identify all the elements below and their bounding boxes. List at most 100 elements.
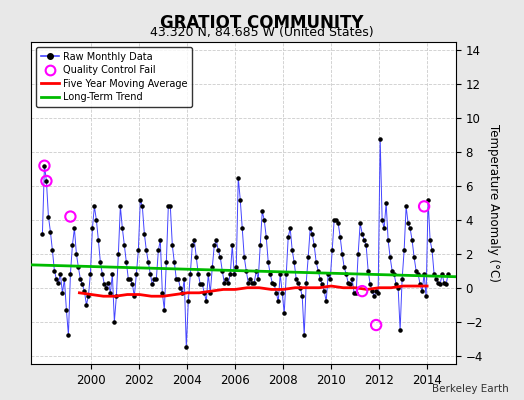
Point [330,217,339,223]
Point [268,280,277,286]
Point [196,281,204,288]
Point [272,290,280,296]
Point [92,217,101,223]
Point [122,259,130,266]
Point [430,271,438,277]
Point [74,264,83,271]
Point [94,237,103,244]
Point [154,247,162,254]
Legend: Raw Monthly Data, Quality Control Fail, Five Year Moving Average, Long-Term Tren: Raw Monthly Data, Quality Control Fail, … [36,47,192,107]
Point [378,217,386,223]
Point [358,230,366,237]
Point [352,290,361,296]
Point [168,242,177,248]
Point [108,271,116,277]
Point [396,327,405,333]
Point [198,281,206,288]
Point [72,251,81,257]
Point [156,237,165,244]
Point [252,268,260,274]
Point [216,254,224,260]
Point [368,288,376,294]
Point [310,242,319,248]
Point [86,271,94,277]
Point [180,276,189,282]
Point [208,264,216,271]
Point [62,306,71,313]
Point [422,293,430,300]
Point [152,276,160,282]
Y-axis label: Temperature Anomaly (°C): Temperature Anomaly (°C) [487,124,500,282]
Point [386,254,395,260]
Point [68,242,77,248]
Point [354,251,363,257]
Point [412,268,420,274]
Point [70,225,79,232]
Point [78,281,86,288]
Point [262,234,270,240]
Point [202,298,211,304]
Point [162,259,170,266]
Point [192,254,201,260]
Point [90,203,99,210]
Point [104,280,113,286]
Point [46,229,54,235]
Point [126,276,135,282]
Point [238,225,246,232]
Point [244,280,253,286]
Point [84,293,93,300]
Point [432,276,440,282]
Point [88,225,96,232]
Point [264,259,272,266]
Point [228,242,236,248]
Point [150,276,159,282]
Point [436,281,444,288]
Point [284,234,292,240]
Point [248,280,256,286]
Point [388,268,396,274]
Point [76,276,84,282]
Point [316,276,324,282]
Point [322,298,331,304]
Point [438,271,446,277]
Point [296,284,304,291]
Point [420,271,428,277]
Point [294,280,302,286]
Point [110,318,118,325]
Point [204,271,213,277]
Point [114,251,123,257]
Point [98,271,106,277]
Text: Berkeley Earth: Berkeley Earth [432,384,508,394]
Point [160,306,169,313]
Point [428,247,436,254]
Point [164,203,172,210]
Point [66,271,74,277]
Point [40,162,49,169]
Point [148,281,157,288]
Point [344,280,352,286]
Point [342,271,351,277]
Point [236,196,245,203]
Point [320,288,329,294]
Point [434,280,442,286]
Point [124,276,133,282]
Text: GRATIOT COMMUNITY: GRATIOT COMMUNITY [160,14,364,32]
Point [66,213,74,220]
Point [218,268,226,274]
Point [210,242,219,248]
Point [398,276,406,282]
Point [416,281,424,288]
Point [420,203,428,210]
Point [138,203,147,210]
Point [314,268,322,274]
Point [256,242,265,248]
Point [132,271,140,277]
Point [332,217,341,223]
Point [370,293,378,300]
Point [226,271,234,277]
Point [276,271,285,277]
Point [442,281,450,288]
Point [176,284,184,291]
Point [308,230,316,237]
Point [178,290,187,296]
